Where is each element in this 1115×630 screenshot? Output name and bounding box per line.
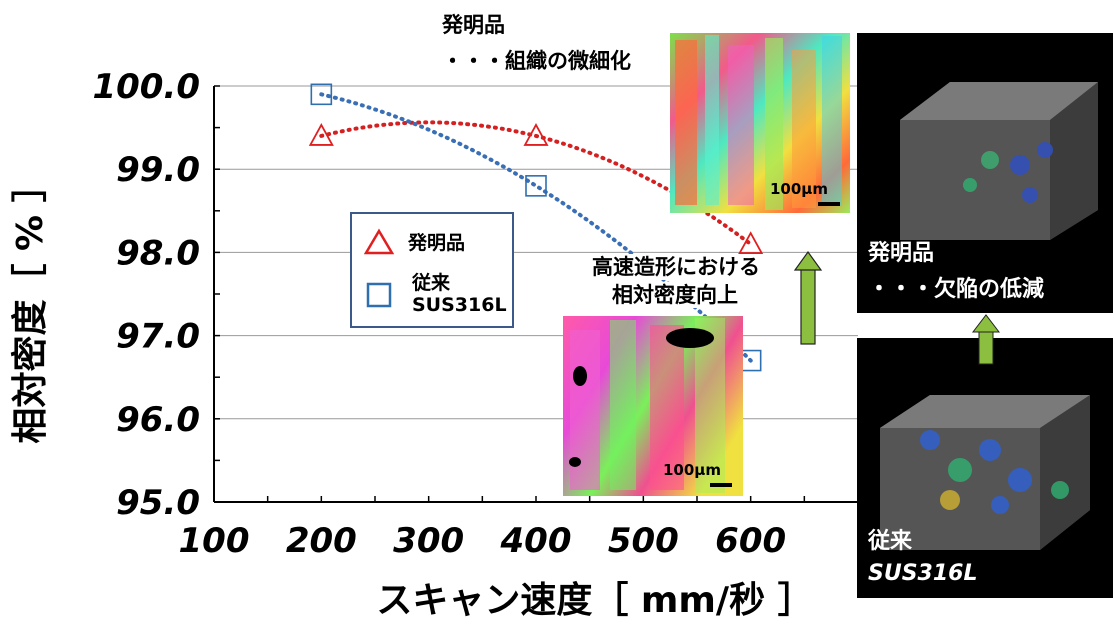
scale-label-top: 100μm [770, 180, 828, 198]
marker-conventional [310, 83, 333, 106]
x-tick-label: 300 [393, 521, 464, 561]
y-tick-label: 98.0 [116, 233, 200, 273]
marker-invention [523, 123, 549, 146]
defect-detail: ・・・欠陥の低減 [868, 277, 1045, 302]
annotation-invention-title: 発明品 [442, 13, 505, 37]
y-tick-labels: 95.0 96.0 97.0 98.0 99.0 100.0 [92, 67, 200, 523]
micrograph-conventional [563, 316, 743, 496]
x-tick-label: 200 [286, 521, 357, 561]
x-tick-label: 100 [179, 521, 250, 561]
ct-scan-conventional-panel [857, 338, 1113, 598]
x-axis-label: スキャン速度［ mm/秒 ］ [376, 580, 813, 621]
legend-conventional-line1: 従来 [412, 272, 451, 294]
micrograph-invention [670, 33, 850, 213]
defect-title: 発明品 [868, 241, 935, 266]
y-tick-label: 100.0 [92, 67, 200, 107]
y-tick-label: 95.0 [116, 483, 200, 523]
data-markers [308, 83, 764, 372]
legend-conventional-line2: SUS316L [412, 294, 507, 316]
marker-invention [308, 123, 334, 146]
conventional-label-line2: SUS316L [868, 561, 978, 586]
conventional-label-line1: 従来 [868, 529, 913, 554]
marker-invention [738, 231, 764, 254]
legend-label-conventional: 従来 SUS316L [412, 272, 507, 316]
legend-square-icon [366, 282, 392, 308]
marker-conventional [525, 175, 547, 197]
axes [213, 85, 859, 503]
y-tick-label: 97.0 [116, 317, 200, 357]
annotation-improvement-line2: 相対密度向上 [610, 282, 740, 308]
legend-label-invention: 発明品 [408, 232, 466, 254]
legend-triangle-icon [364, 228, 394, 255]
ct-scan-invention-panel [857, 33, 1113, 313]
y-axis-label: 相対密度［ % ］ [9, 166, 51, 443]
legend: 発明品 従来 SUS316L [350, 212, 514, 328]
improvement-arrow [793, 250, 823, 345]
scale-label-bottom: 100μm [663, 461, 721, 479]
scale-bar-top [818, 202, 840, 206]
defect-reduction-arrow [971, 314, 1001, 365]
x-tick-label: 600 [715, 521, 786, 561]
scale-bar-bottom [710, 483, 732, 487]
x-tick-label: 400 [500, 521, 572, 561]
x-tick-label: 500 [608, 521, 679, 561]
annotation-invention-detail: ・・・組織の微細化 [442, 49, 631, 73]
y-tick-label: 96.0 [116, 400, 200, 440]
annotation-improvement-line1: 高速造形における [590, 254, 762, 280]
y-tick-label: 99.0 [116, 150, 200, 190]
x-tick-labels: 100 200 300 400 500 600 [179, 521, 787, 561]
